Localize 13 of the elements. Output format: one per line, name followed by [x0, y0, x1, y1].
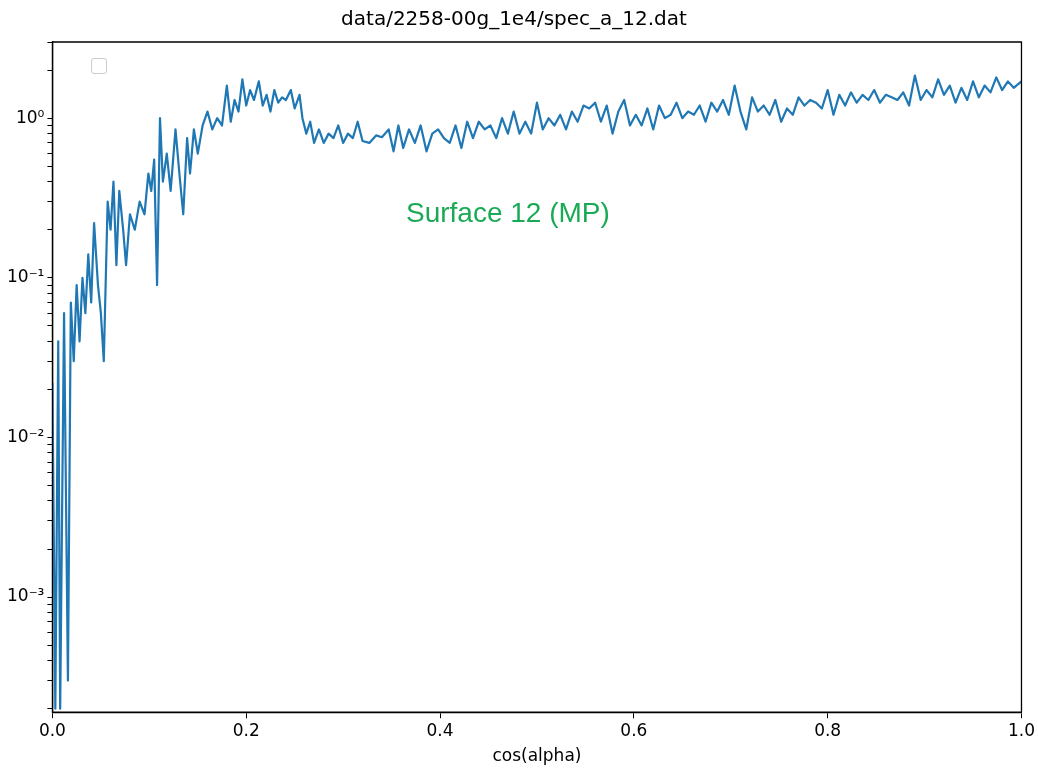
x-tick-label: 0.6 — [620, 719, 648, 740]
annotation: Surface 12 (MP) — [405, 196, 610, 228]
y-tick-label: 10⁻¹ — [7, 266, 45, 287]
y-tick-label: 10⁻² — [7, 425, 45, 446]
y-tick-label: 10⁰ — [15, 106, 45, 127]
x-tick-label: 1.0 — [1007, 719, 1036, 740]
x-tick-label: 0.2 — [232, 719, 260, 740]
y-tick-label: 10⁻³ — [7, 585, 45, 606]
x-axis-title: cos(alpha) — [492, 745, 582, 766]
x-tick-label: 0.8 — [814, 719, 842, 740]
x-tick-label: 0.4 — [426, 719, 454, 740]
x-tick-label: 0.0 — [38, 719, 66, 740]
chart-title: data/2258-00g_1e4/spec_a_12.dat — [341, 6, 688, 31]
